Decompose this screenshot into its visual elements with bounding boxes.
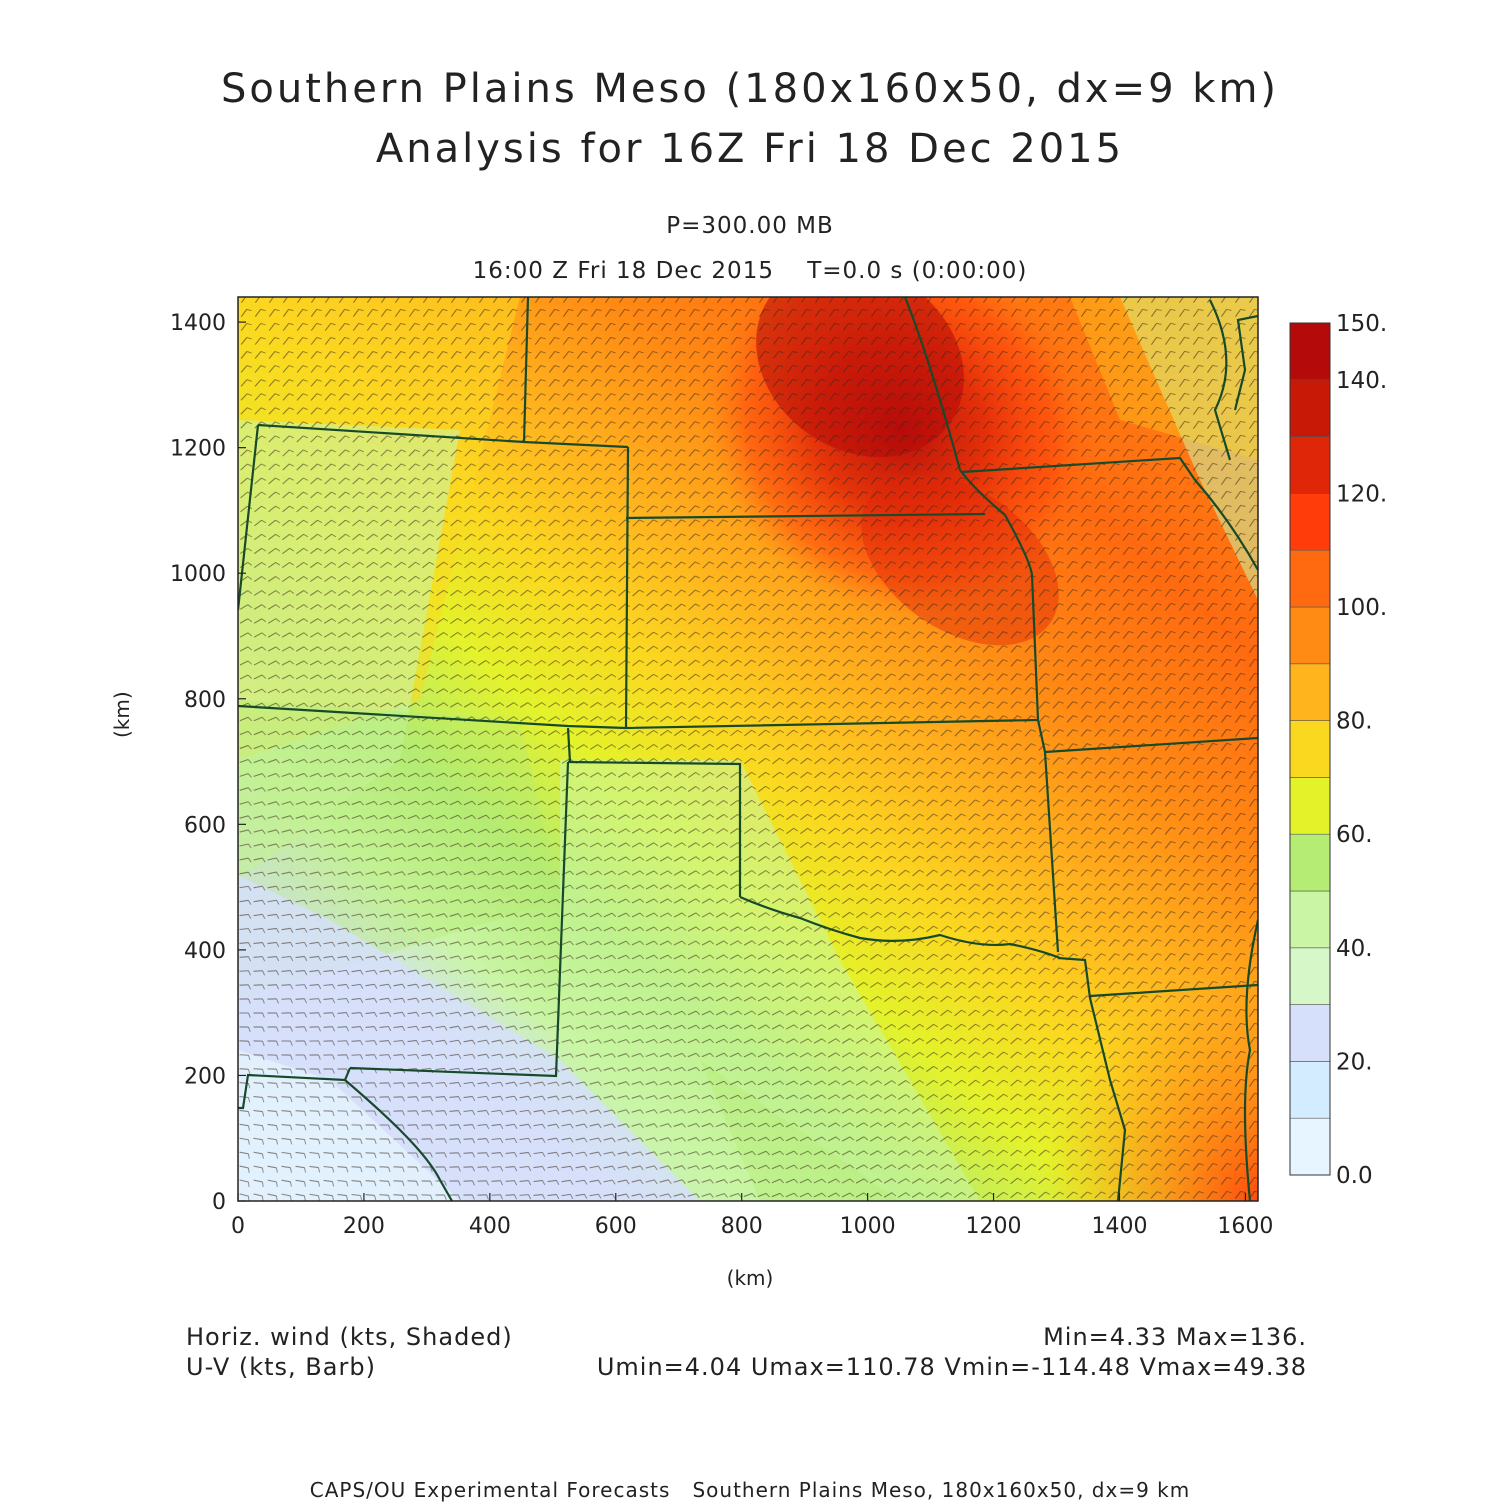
- barb-field-label: U-V (kts, Barb): [186, 1353, 376, 1381]
- colorbar-segment: [1290, 323, 1330, 380]
- colorbar-segment: [1290, 1061, 1330, 1118]
- colorbar-label: 40.: [1336, 936, 1373, 962]
- colorbar-segment: [1290, 1118, 1330, 1175]
- colorbar-label: 80.: [1336, 709, 1373, 735]
- colorbar-segment: [1290, 1005, 1330, 1062]
- credit-line: CAPS/OU Experimental Forecasts Southern …: [0, 1478, 1500, 1502]
- uv-range-readout: Umin=4.04 Umax=110.78 Vmin=-114.48 Vmax=…: [597, 1353, 1307, 1381]
- min-max-readout: Min=4.33 Max=136.: [1043, 1323, 1307, 1351]
- colorbar-segment: [1290, 721, 1330, 778]
- colorbar-segment: [1290, 607, 1330, 664]
- colorbar-segment: [1290, 380, 1330, 437]
- colorbar-segment: [1290, 948, 1330, 1005]
- colorbar-segment: [1290, 777, 1330, 834]
- x-axis-unit: (km): [0, 1266, 1500, 1290]
- colorbar-label: 120.: [1336, 481, 1387, 507]
- colorbar-label: 60.: [1336, 822, 1373, 848]
- colorbar-segment: [1290, 437, 1330, 494]
- colorbar-label: 20.: [1336, 1049, 1373, 1075]
- colorbar-label: 0.0: [1336, 1163, 1373, 1189]
- colorbar-segment: [1290, 550, 1330, 607]
- colorbar-segment: [1290, 664, 1330, 721]
- colorbar-label: 140.: [1336, 368, 1387, 394]
- y-axis-unit: (km): [110, 691, 134, 738]
- shaded-field-label: Horiz. wind (kts, Shaded): [186, 1323, 513, 1351]
- colorbar-label: 100.: [1336, 595, 1387, 621]
- colorbar-label: 150.: [1336, 311, 1387, 337]
- colorbar-segment: [1290, 834, 1330, 891]
- colorbar-segment: [1290, 493, 1330, 550]
- colorbar-segment: [1290, 891, 1330, 948]
